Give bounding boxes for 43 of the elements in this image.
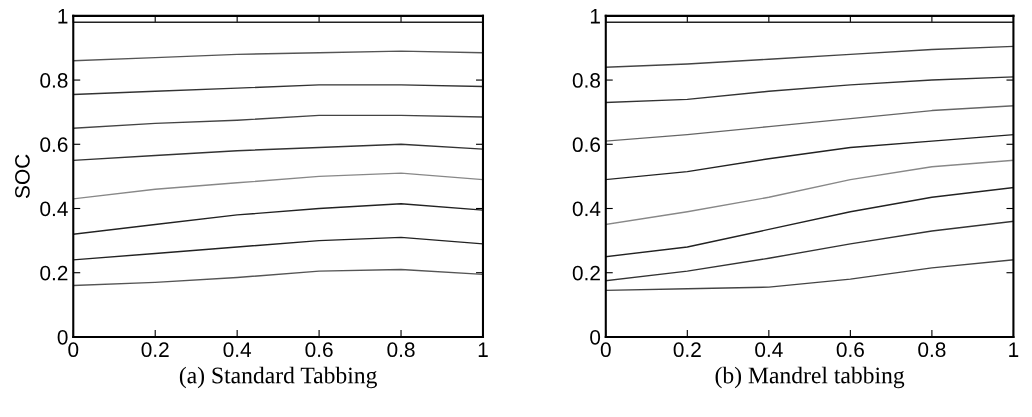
x-axis-title: (b) Mandrel tabbing: [715, 366, 905, 389]
x-tick-label: 0.6: [305, 342, 333, 358]
line-series: [73, 114, 483, 129]
y-tick-label: 0.4: [40, 201, 68, 217]
line-series: [73, 143, 483, 162]
y-tick-label: 0.2: [40, 265, 68, 281]
line-series: [73, 84, 483, 96]
line-series: [73, 236, 483, 261]
y-tick-label: 0.6: [572, 137, 601, 153]
y-tick-label: 1: [58, 9, 68, 24]
y-tick-label: 0.8: [40, 73, 68, 88]
y-tick-label: 0: [590, 329, 601, 345]
line-series: [605, 220, 1014, 282]
line-series: [605, 105, 1014, 142]
y-tick-label: 1: [590, 9, 600, 24]
line-series: [73, 172, 483, 200]
x-tick-label: 0.4: [223, 342, 252, 358]
y-tick-label: 0.2: [572, 265, 600, 281]
y-tick-label: 0.4: [572, 201, 601, 217]
x-tick-label: 0.6: [836, 342, 864, 358]
x-axis-title: (a) Standard Tabbing: [179, 366, 377, 389]
x-tick-label: 0.2: [673, 342, 701, 358]
y-tick-label: 0.6: [40, 137, 68, 153]
line-series: [605, 259, 1014, 292]
x-tick-label: 0: [68, 342, 79, 358]
x-tick-label: 0: [600, 342, 611, 358]
x-tick-label: 1: [478, 342, 488, 357]
x-tick-label: 0.8: [387, 342, 415, 358]
x-tick-label: 0.8: [918, 342, 946, 358]
y-tick-label: 0: [57, 329, 68, 345]
line-series: [605, 76, 1014, 104]
x-tick-label: 0.2: [141, 342, 169, 358]
line-series: [605, 45, 1014, 68]
line-series: [73, 50, 483, 62]
line-series: [605, 186, 1014, 258]
x-tick-label: 0.4: [755, 342, 783, 358]
line-series: [605, 133, 1014, 181]
y-axis-title: SOC: [15, 154, 30, 199]
y-tick-label: 0.8: [572, 73, 601, 88]
line-series: [73, 202, 483, 235]
line-series: [605, 159, 1014, 226]
x-tick-label: 1: [1009, 342, 1019, 357]
line-series: [73, 268, 483, 287]
